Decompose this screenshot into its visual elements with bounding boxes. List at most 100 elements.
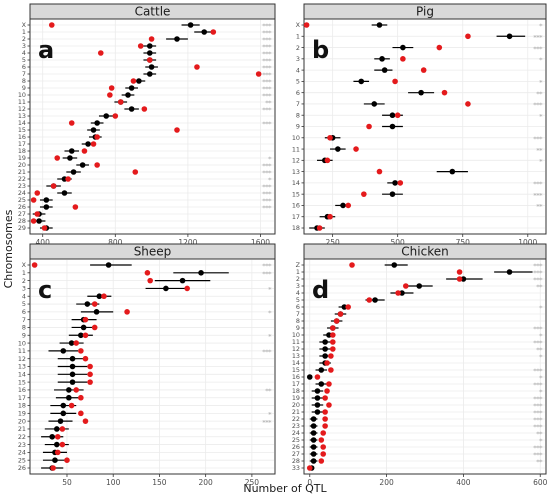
chromosome-label: 18: [18, 402, 26, 410]
observed-qtl-point: [54, 433, 61, 440]
expected-qtl-point: [67, 155, 73, 161]
chromosome-label: 3: [22, 42, 26, 50]
observed-qtl-point: [395, 290, 401, 296]
significance-label: *: [268, 411, 272, 419]
chromosome-label: 17: [18, 394, 26, 402]
chromosome-label: 7: [22, 316, 26, 324]
chromosome-label: 15: [292, 366, 300, 374]
observed-qtl-point: [30, 218, 37, 224]
observed-qtl-point: [314, 374, 321, 380]
chromosome-label: 20: [18, 417, 26, 425]
significance-label: ***: [533, 325, 543, 333]
observed-qtl-point: [353, 146, 359, 152]
expected-qtl-point: [310, 437, 317, 443]
significance-label: ***: [533, 269, 543, 277]
chromosome-label: 6: [22, 63, 26, 71]
significance-label: ***: [262, 43, 272, 51]
significance-label: **: [265, 99, 272, 107]
observed-qtl-point: [394, 112, 401, 119]
expected-qtl-point: [49, 433, 55, 440]
expected-qtl-point: [371, 101, 378, 107]
significance-label: ***: [533, 444, 543, 452]
observed-qtl-point: [326, 402, 332, 408]
expected-qtl-point: [70, 169, 77, 175]
significance-label: ***: [262, 106, 272, 114]
observed-qtl-point: [318, 458, 325, 464]
expected-qtl-point: [310, 458, 317, 464]
expected-qtl-point: [60, 410, 67, 417]
observed-qtl-point: [72, 204, 79, 210]
expected-qtl-point: [69, 371, 76, 378]
expected-qtl-point: [136, 78, 142, 84]
observed-qtl-point: [376, 168, 383, 175]
expected-qtl-point: [43, 204, 50, 210]
expected-qtl-point: [314, 409, 321, 415]
observed-qtl-point: [465, 33, 471, 40]
chromosome-label: 23: [292, 422, 300, 430]
expected-qtl-point: [94, 120, 100, 126]
chromosome-label: 8: [22, 77, 26, 85]
chromosome-label: 22: [18, 175, 26, 183]
chromosome-label: 1: [296, 32, 300, 40]
chromosome-label: X: [22, 21, 27, 29]
chromosome-label: 17: [292, 213, 300, 221]
observed-qtl-point: [82, 418, 89, 424]
chromosome-label: 10: [18, 339, 26, 347]
significance-label: *: [268, 155, 272, 163]
expected-qtl-point: [318, 381, 325, 387]
chromosome-label: 28: [292, 457, 300, 465]
expected-qtl-point: [60, 402, 67, 409]
chromosome-label: 23: [18, 182, 26, 190]
expected-qtl-point: [418, 89, 424, 96]
observed-qtl-point: [436, 44, 443, 51]
chromosome-label: 10: [292, 331, 300, 339]
chromosome-label: 24: [292, 429, 300, 437]
expected-qtl-point: [358, 78, 365, 85]
chromosome-label: 7: [296, 310, 300, 318]
x-tick-label: 1600: [251, 238, 270, 247]
significance-label: ***: [533, 395, 543, 403]
expected-qtl-point: [85, 141, 91, 147]
panel-title: Cattle: [135, 5, 171, 19]
chromosome-label: 15: [292, 190, 300, 198]
significance-label: ***: [533, 45, 543, 53]
chromosome-label: 28: [18, 217, 26, 225]
expected-qtl-point: [128, 106, 135, 112]
observed-qtl-point: [82, 355, 89, 362]
chromosome-label: 2: [296, 275, 300, 283]
expected-qtl-point: [66, 394, 72, 401]
observed-qtl-point: [456, 276, 463, 282]
chromosome-label: 19: [18, 410, 26, 418]
significance-label: ***: [262, 120, 272, 128]
chromosome-label: X: [296, 21, 301, 29]
observed-qtl-point: [91, 324, 98, 331]
expected-qtl-point: [78, 332, 84, 339]
chromosome-label: 14: [292, 179, 300, 187]
expected-qtl-point: [449, 168, 456, 175]
chromosome-label: 18: [18, 147, 26, 155]
chromosome-label: 22: [292, 415, 300, 423]
observed-qtl-point: [78, 394, 84, 401]
chromosome-label: 6: [296, 303, 300, 311]
expected-qtl-point: [399, 290, 405, 296]
observed-qtl-point: [91, 301, 98, 307]
expected-qtl-point: [322, 353, 328, 359]
chromosome-label: 8: [22, 324, 26, 332]
expected-qtl-point: [79, 162, 86, 168]
observed-qtl-point: [78, 348, 84, 354]
expected-qtl-point: [128, 85, 135, 91]
significance-label: ***: [533, 402, 543, 410]
observed-qtl-point: [320, 451, 327, 457]
chromosome-label: 20: [18, 161, 26, 169]
chromosome-label: 11: [292, 145, 300, 153]
chromosome-label: 5: [22, 56, 26, 64]
expected-qtl-point: [340, 202, 346, 209]
chromosome-label: 16: [18, 133, 26, 141]
significance-label: *: [539, 388, 543, 396]
expected-qtl-point: [69, 379, 76, 385]
chromosome-label: 2: [22, 35, 26, 43]
observed-qtl-point: [400, 56, 406, 62]
